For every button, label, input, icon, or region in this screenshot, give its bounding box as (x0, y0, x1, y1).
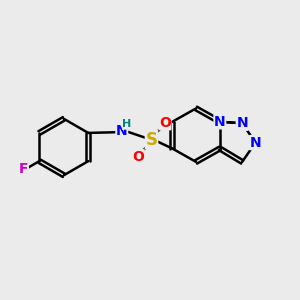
Text: O: O (159, 116, 171, 130)
Text: N: N (214, 115, 226, 129)
Text: F: F (19, 162, 28, 176)
Text: N: N (250, 136, 261, 150)
Text: H: H (122, 119, 132, 129)
Text: N: N (116, 124, 128, 138)
Text: O: O (132, 149, 144, 164)
Text: N: N (236, 116, 248, 130)
Text: S: S (146, 130, 158, 148)
